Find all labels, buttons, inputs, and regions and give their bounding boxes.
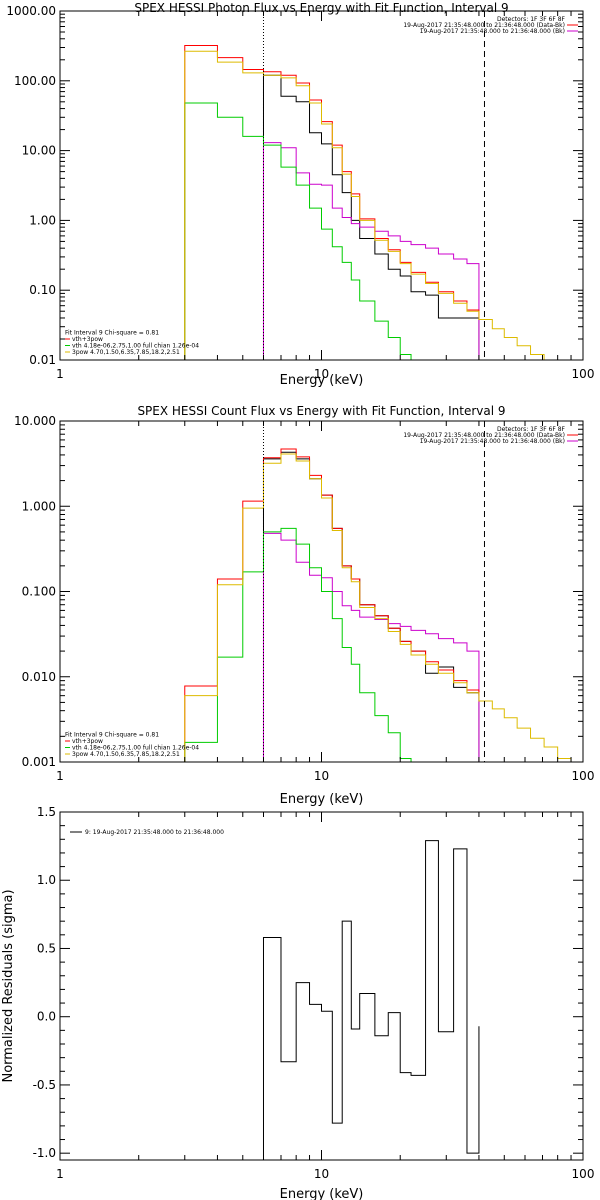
x-tick-label: 100 <box>572 367 595 381</box>
x-axis-label: Energy (keV) <box>280 373 364 388</box>
y-tick-label: 1.00 <box>29 213 56 227</box>
legend-entry: 3pow 4.70,1.50,6.35,7.85,18.2,2.51 <box>72 751 180 758</box>
y-tick-label: 0.0 <box>37 1010 56 1024</box>
chart-title: SPEX HESSI Photon Flux vs Energy with Fi… <box>134 1 508 15</box>
legend-entry: Detectors: 1F 3F 6F 8F <box>497 426 566 433</box>
x-tick-label: 100 <box>572 1167 595 1181</box>
x-axis-label: Energy (keV) <box>280 792 364 807</box>
legend-entry: 19-Aug-2017 21:35:48.000 to 21:36:48.000… <box>420 28 565 35</box>
y-tick-label: 0.5 <box>37 941 56 955</box>
x-tick-label: 10 <box>314 769 329 783</box>
series-data-bk-line <box>262 74 480 360</box>
y-tick-label: 10.00 <box>22 144 56 158</box>
legend-entry: vth 4.18e-06,2.75,1.00 full chian 1.26e-… <box>72 745 199 752</box>
legend-entry: vth 4.18e-06,2.75,1.00 full chian 1.26e-… <box>72 343 199 350</box>
legend-entry: vth+3pow <box>72 336 103 343</box>
series-vth-line <box>184 102 412 360</box>
x-tick-label: 1 <box>56 367 64 381</box>
legend-entry: 3pow 4.70,1.50,6.35,7.85,18.2,2.51 <box>72 349 180 356</box>
y-tick-label: 0.10 <box>29 283 56 297</box>
legend-entry: Fit Interval 9 Chi-square = 0.81 <box>65 330 159 337</box>
chart-title: SPEX HESSI Count Flux vs Energy with Fit… <box>137 404 505 418</box>
legend-entry: Detectors: 1F 3F 6F 8F <box>497 16 566 23</box>
y-tick-label: 1.5 <box>37 805 56 819</box>
legend-entry: Fit Interval 9 Chi-square = 0.81 <box>65 732 159 739</box>
series-residuals-line <box>262 840 480 1160</box>
x-tick-label: 1 <box>56 1167 64 1181</box>
series-bk-line <box>262 142 480 360</box>
y-tick-label: 100.00 <box>14 74 56 88</box>
y-axis-label: Normalized Residuals (sigma) <box>1 889 16 1082</box>
series-vth-line <box>184 527 412 762</box>
series-3pow-line <box>184 50 545 360</box>
y-tick-label: 0.100 <box>22 585 56 599</box>
x-tick-label: 100 <box>572 769 595 783</box>
y-tick-label: 0.001 <box>22 755 56 769</box>
series-bk-line <box>262 532 480 762</box>
y-tick-label: 0.01 <box>29 353 56 367</box>
x-tick-label: 10 <box>314 367 329 381</box>
y-tick-label: 10.000 <box>14 414 56 428</box>
y-tick-label: 1.000 <box>22 499 56 513</box>
legend-entry: 19-Aug-2017 21:35:48.000 to 21:36:48.000… <box>420 438 565 445</box>
legend-entry: 19-Aug-2017 21:35:48.000 to 21:36:48.000… <box>403 432 565 439</box>
y-tick-label: -0.5 <box>33 1078 56 1092</box>
plot-frame <box>59 811 584 1161</box>
x-axis-label: Energy (keV) <box>280 1187 364 1200</box>
legend-entry: 19-Aug-2017 21:35:48.000 to 21:36:48.000… <box>403 22 565 29</box>
y-tick-label: 1000.00 <box>6 4 56 18</box>
series-3pow-line <box>184 453 572 762</box>
legend-entry: vth+3pow <box>72 738 103 745</box>
y-tick-label: 1.0 <box>37 873 56 887</box>
x-tick-label: 1 <box>56 769 64 783</box>
y-tick-label: 0.010 <box>22 670 56 684</box>
legend-entry: 9: 19-Aug-2017 21:35:48.000 to 21:36:48.… <box>85 829 224 836</box>
y-tick-label: -1.0 <box>33 1146 56 1160</box>
x-tick-label: 10 <box>314 1167 329 1181</box>
